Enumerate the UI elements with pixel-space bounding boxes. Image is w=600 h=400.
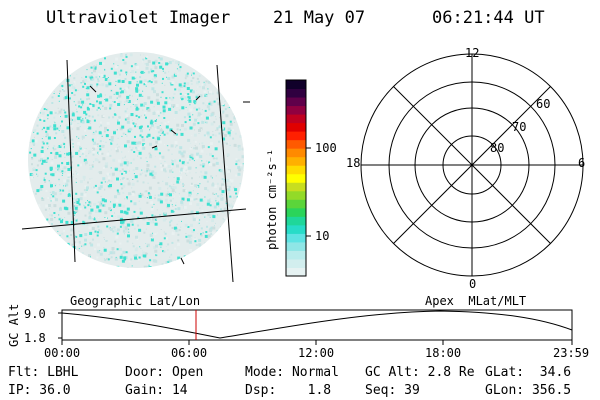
lat-label-80: 80	[490, 141, 505, 155]
mlt-label-12: 12	[465, 46, 480, 60]
lat-label-60: 60	[536, 97, 551, 111]
altitude-curve	[61, 310, 573, 339]
gc-alt-status: GC Alt: 2.8 Re	[365, 365, 475, 380]
colorbar-segment	[286, 80, 306, 90]
colorbar-segment	[286, 114, 306, 124]
colorbar-segment	[286, 139, 306, 149]
parallel-line	[21, 208, 247, 230]
colorbar-segment	[286, 173, 306, 183]
altitude-plot	[58, 309, 573, 345]
meridian-line-right	[216, 64, 234, 283]
colorbar-segment	[286, 105, 306, 115]
apex-caption: Apex MLat/MLT	[425, 294, 527, 308]
mlt-label-0: 0	[469, 277, 477, 291]
colorbar-segment	[286, 199, 306, 209]
mlt-label-6: 6	[578, 156, 586, 170]
dsp-status: Dsp: 1.8	[245, 383, 332, 398]
colorbar-segment	[286, 224, 306, 234]
geographic-grid-lines	[21, 59, 250, 283]
mode-status: Mode: Normal	[245, 365, 339, 380]
tick-mark	[180, 257, 185, 265]
glat-status: GLat: 34.6	[485, 365, 572, 380]
glon-status: GLon: 356.5	[485, 383, 572, 398]
time-label: 06:21:44 UT	[432, 8, 545, 28]
colorbar-segment	[286, 216, 306, 226]
altitude-plot-frame	[61, 309, 573, 341]
colorbar-segment	[286, 131, 306, 141]
gain-status: Gain: 14	[125, 383, 188, 398]
colorbar-segment	[286, 97, 306, 107]
meridian-line-left	[66, 59, 76, 263]
xtick-label-1200: 12:00	[298, 346, 335, 360]
colorbar	[285, 79, 311, 277]
colorbar-label-100: 100	[315, 141, 337, 155]
lat-label-70: 70	[512, 120, 527, 134]
xtick-label-2359: 23:59	[553, 346, 590, 360]
altitude-ytick-1-8: 1.8	[24, 331, 46, 345]
colorbar-unit-label: photon cm⁻²s⁻¹	[265, 148, 279, 250]
tick-mark	[151, 145, 158, 149]
diagonal-line	[393, 86, 551, 244]
geographic-caption: Geographic Lat/Lon	[70, 294, 201, 308]
colorbar-segment	[286, 233, 306, 243]
colorbar-segment	[286, 88, 306, 98]
polar-grid	[360, 53, 584, 277]
xtick-label-1800: 18:00	[425, 346, 462, 360]
xtick-label-0000: 00:00	[44, 346, 81, 360]
filter-status: Flt: LBHL	[8, 365, 79, 380]
ip-status: IP: 36.0	[8, 383, 71, 398]
altitude-ytick-9: 9.0	[24, 307, 46, 321]
instrument-title: Ultraviolet Imager	[46, 8, 231, 28]
colorbar-segment	[286, 258, 306, 268]
colorbar-segment	[286, 241, 306, 251]
colorbar-segment	[286, 267, 306, 277]
colorbar-label-10: 10	[315, 229, 330, 243]
altitude-ylabel: GC Alt	[7, 303, 21, 347]
colorbar-segment	[286, 156, 306, 166]
colorbar-segment	[286, 165, 306, 175]
door-status: Door: Open	[125, 365, 204, 380]
date-label: 21 May 07	[273, 8, 366, 28]
seq-status: Seq: 39	[365, 383, 420, 398]
colorbar-segment	[286, 122, 306, 132]
colorbar-segment	[286, 190, 306, 200]
colorbar-segment	[286, 182, 306, 192]
colorbar-segment	[286, 250, 306, 260]
uv-image-disc	[21, 52, 250, 283]
colorbar-segment	[286, 148, 306, 158]
tick-mark	[170, 129, 177, 135]
tick-mark	[89, 85, 97, 93]
tick-mark	[195, 95, 201, 101]
xtick-label-0600: 06:00	[171, 346, 208, 360]
colorbar-frame	[285, 79, 307, 277]
mlt-label-18: 18	[346, 156, 361, 170]
colorbar-segment	[286, 207, 306, 217]
